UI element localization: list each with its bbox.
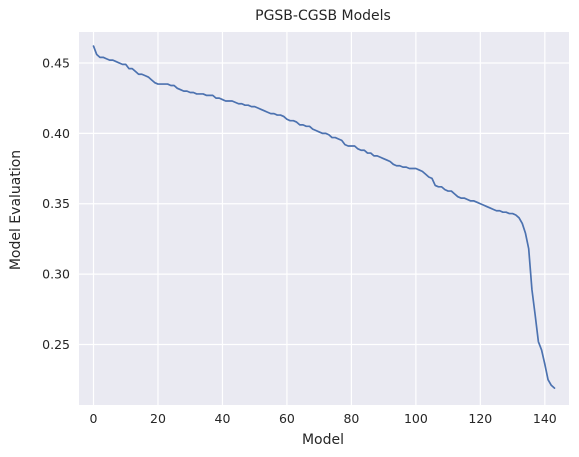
y-axis-ticks: 0.25 0.30 0.35 0.40 0.45	[42, 55, 70, 352]
x-gridlines	[92, 32, 546, 405]
chart-title: PGSB-CGSB Models	[255, 8, 391, 24]
x-axis-ticks: 0 20 40 60 80 100 120 140	[90, 411, 557, 426]
x-tick-label: 140	[533, 411, 557, 426]
plot-area	[79, 32, 569, 405]
x-tick-label: 60	[279, 411, 295, 426]
x-tick-label: 100	[404, 411, 428, 426]
x-tick-label: 80	[343, 411, 359, 426]
y-tick-label: 0.25	[42, 337, 70, 352]
y-tick-label: 0.45	[42, 55, 70, 70]
x-tick-label: 40	[215, 411, 231, 426]
x-tick-label: 120	[468, 411, 492, 426]
y-tick-label: 0.40	[42, 126, 70, 141]
y-tick-label: 0.35	[42, 196, 70, 211]
x-tick-label: 0	[90, 411, 98, 426]
y-axis-label: Model Evaluation	[8, 150, 24, 270]
y-tick-label: 0.30	[42, 267, 70, 282]
y-gridlines	[79, 62, 569, 346]
x-tick-label: 20	[150, 411, 166, 426]
series-line	[92, 45, 556, 389]
x-axis-label: Model	[302, 432, 344, 448]
